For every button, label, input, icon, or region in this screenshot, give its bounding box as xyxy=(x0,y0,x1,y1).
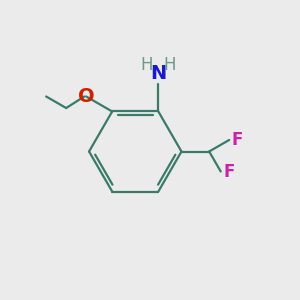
Text: F: F xyxy=(232,131,243,149)
Text: H: H xyxy=(141,56,153,74)
Text: N: N xyxy=(150,64,167,83)
Text: H: H xyxy=(164,56,176,74)
Text: F: F xyxy=(223,163,234,181)
Text: O: O xyxy=(78,87,94,106)
